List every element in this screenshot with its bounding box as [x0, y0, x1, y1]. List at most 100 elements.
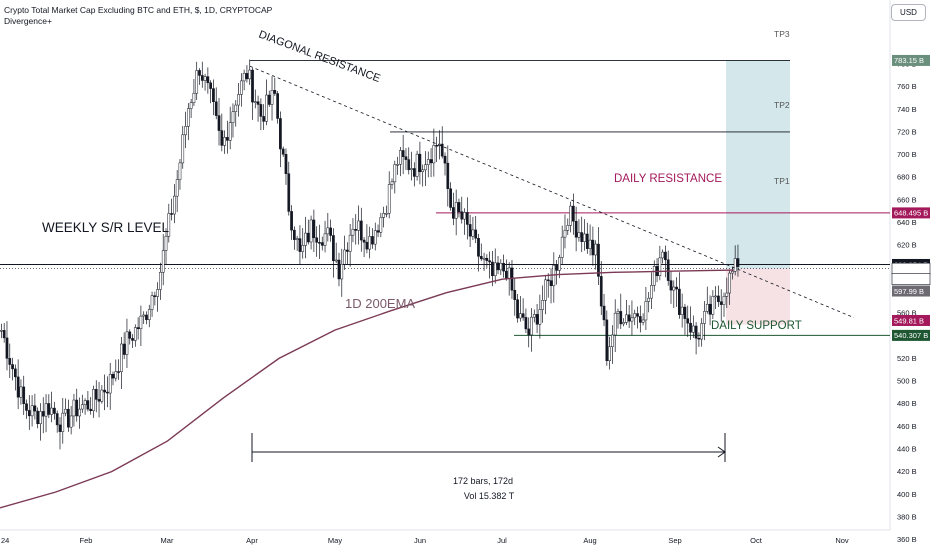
candle — [443, 152, 447, 176]
candle-body — [184, 126, 187, 136]
candle-body — [560, 236, 564, 258]
candle — [577, 219, 581, 242]
y-tick-label: 680 B — [897, 173, 917, 182]
candle-body — [217, 115, 221, 131]
x-tick-label: Nov — [835, 536, 849, 545]
candle — [538, 294, 542, 339]
currency-button[interactable]: USD — [891, 4, 926, 21]
candle-body — [312, 219, 316, 239]
candle — [608, 336, 611, 370]
candle-body — [326, 227, 330, 235]
candle-body — [404, 156, 408, 160]
candle — [733, 245, 737, 276]
candle-body — [234, 104, 238, 112]
candle — [167, 203, 171, 243]
candle — [535, 304, 539, 334]
candle-body — [228, 122, 232, 141]
candle — [131, 334, 134, 348]
candle — [552, 252, 556, 303]
candle — [491, 250, 494, 287]
candle — [53, 401, 56, 420]
candle — [100, 385, 104, 404]
candle — [468, 214, 472, 247]
daily-support-label: DAILY SUPPORT — [711, 320, 802, 332]
candle — [605, 310, 609, 366]
candle — [407, 147, 411, 175]
candle-body — [599, 276, 603, 307]
candle-body — [418, 153, 422, 173]
candle — [560, 225, 564, 266]
candle — [373, 222, 377, 251]
candle — [627, 305, 631, 329]
candle-body — [407, 159, 411, 171]
candle — [334, 242, 338, 264]
candle — [147, 304, 151, 328]
candle-body — [284, 154, 288, 174]
candle — [669, 270, 673, 304]
candle-body — [69, 415, 73, 428]
candle-body — [471, 229, 475, 237]
candle-body — [203, 76, 207, 81]
candle — [2, 322, 6, 343]
candle — [630, 300, 634, 336]
candle — [703, 300, 706, 341]
candle-body — [80, 404, 84, 410]
candle — [94, 380, 98, 413]
chart-header: Crypto Total Market Cap Excluding BTC an… — [4, 5, 272, 27]
candle — [527, 317, 531, 348]
candle — [555, 260, 558, 285]
weekly-sr-label: WEEKLY S/R LEVEL — [42, 220, 170, 235]
candle — [725, 277, 729, 309]
candle — [251, 67, 254, 120]
candle-body — [516, 299, 519, 319]
indicator-label[interactable]: Divergence+ — [4, 16, 52, 26]
candle-body — [281, 148, 285, 155]
candle — [173, 184, 176, 224]
tp3-price-badge-bg — [892, 54, 930, 66]
candle — [602, 293, 606, 327]
candle-body — [78, 408, 81, 417]
candle-body — [440, 143, 444, 157]
candle — [499, 259, 503, 275]
candle-body — [371, 236, 374, 245]
range-arrowhead — [717, 446, 726, 458]
candle — [479, 243, 483, 262]
candle-body — [206, 76, 210, 84]
candle-body — [549, 280, 553, 286]
candle — [27, 395, 31, 430]
candle — [524, 308, 528, 333]
candle-body — [337, 259, 341, 280]
candle-body — [452, 207, 455, 219]
candle-body — [265, 94, 268, 122]
candle — [493, 248, 497, 284]
candle — [228, 106, 232, 150]
candle — [304, 216, 307, 259]
daily-resistance-badge-bg — [892, 207, 930, 219]
candle-body — [242, 73, 246, 82]
candle — [192, 78, 196, 107]
candle — [633, 309, 637, 326]
candle-body — [348, 234, 352, 252]
candle — [502, 254, 505, 278]
candle-body — [295, 238, 299, 240]
candle — [329, 219, 332, 242]
candle-body — [616, 311, 620, 314]
candle-body — [613, 312, 617, 336]
countdown-badge: 11:30:08 — [891, 273, 931, 285]
candle — [198, 68, 201, 85]
candle — [544, 276, 547, 315]
candle-body — [410, 168, 413, 171]
candle — [705, 286, 709, 314]
candle-body — [722, 296, 726, 305]
candle — [477, 233, 480, 272]
candle — [50, 391, 53, 423]
candle — [354, 214, 358, 245]
candle — [178, 158, 182, 190]
candle-body — [382, 213, 385, 218]
candle-body — [449, 188, 452, 208]
candle-body — [111, 373, 115, 379]
candle-body — [611, 334, 614, 347]
candle — [312, 209, 316, 253]
